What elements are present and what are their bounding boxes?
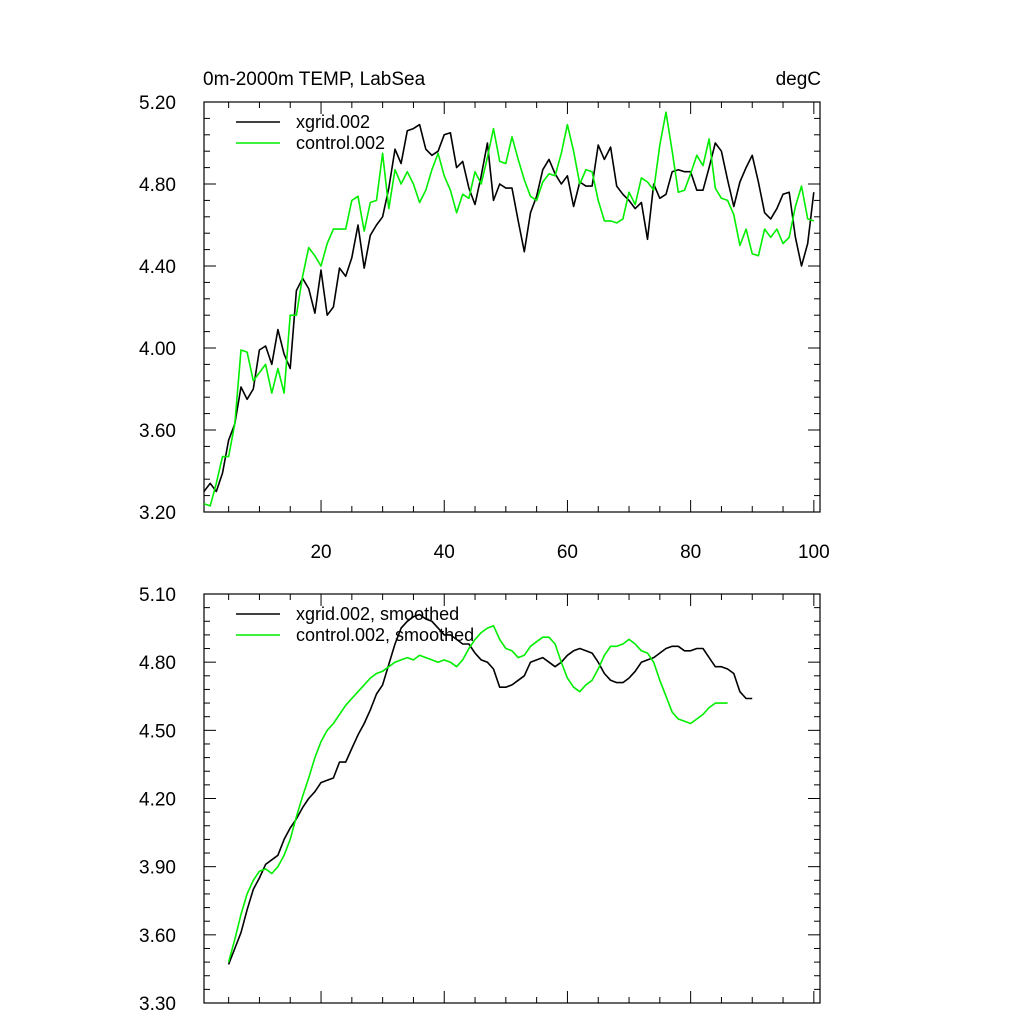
plot-frame (203, 593, 821, 1004)
y-tick-label: 5.20 (139, 93, 176, 114)
legend-label: control.002 (296, 133, 385, 153)
y-tick-label: 4.00 (139, 339, 176, 360)
x-tick-label: 40 (434, 542, 455, 563)
units-label: degC (776, 69, 821, 90)
y-tick-label: 3.30 (139, 994, 176, 1015)
y-tick-label: 4.80 (139, 653, 176, 674)
legend-label: control.002, smoothed (296, 625, 474, 645)
series-line-1 (227, 613, 753, 965)
series-line-2 (227, 624, 728, 963)
series-line-1 (203, 123, 815, 493)
y-tick-label: 4.20 (139, 790, 176, 811)
legend-label: xgrid.002, smoothed (296, 604, 459, 624)
y-tick-label: 3.60 (139, 926, 176, 947)
y-tick-label: 4.80 (139, 175, 176, 196)
x-tick-label: 100 (798, 542, 830, 563)
y-tick-label: 3.60 (139, 421, 176, 442)
plot-frame (203, 101, 821, 513)
y-tick-label: 4.50 (139, 721, 176, 742)
x-tick-label: 20 (310, 542, 331, 563)
x-tick-label: 60 (557, 542, 578, 563)
y-tick-label: 4.40 (139, 257, 176, 278)
chart-title: 0m-2000m TEMP, LabSea (203, 69, 426, 90)
y-tick-label: 5.10 (139, 585, 176, 606)
series-line-2 (203, 111, 815, 507)
y-tick-label: 3.90 (139, 858, 176, 879)
bottom-panel: 3.30 3.60 3.90 4.20 4.50 4.80 5.10 xgrid.002, s… (139, 585, 821, 1015)
legend-label: xgrid.002 (296, 112, 370, 132)
x-tick-label: 80 (680, 542, 701, 563)
top-panel: 3.20 3.60 4.00 4.40 4.80 5.20 20 40 60 80 100 xgrid… (139, 93, 830, 563)
y-tick-label: 3.20 (139, 503, 176, 524)
